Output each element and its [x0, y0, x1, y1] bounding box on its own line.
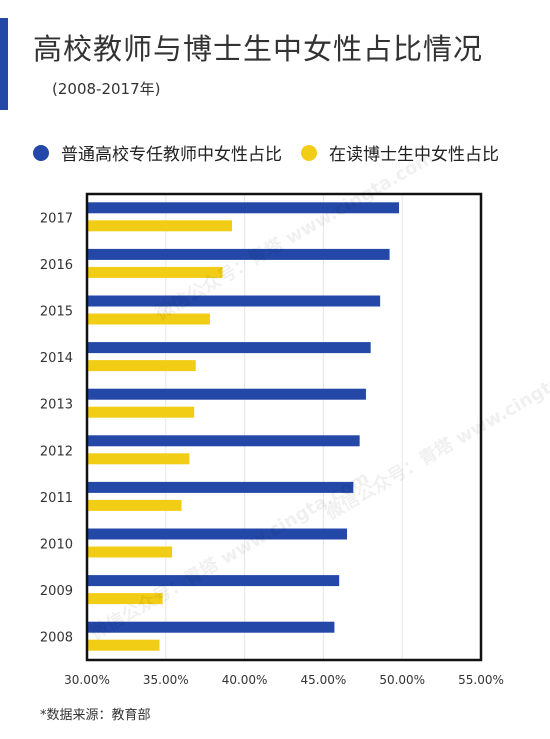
bar-series-1	[87, 342, 371, 354]
y-tick-label: 2014	[40, 351, 73, 366]
bar-series-2	[87, 453, 190, 465]
legend-dot-series-1	[33, 144, 49, 161]
x-tick-label: 45.00%	[301, 673, 347, 687]
bar-series-1	[87, 435, 360, 447]
y-tick-label: 2012	[40, 444, 73, 459]
chart-title: 高校教师与博士生中女性占比情况	[33, 32, 484, 66]
chart-subtitle: (2008-2017年)	[52, 80, 161, 98]
bar-series-2	[87, 593, 163, 605]
y-tick-label: 2015	[40, 305, 73, 320]
bar-series-2	[87, 406, 195, 418]
x-tick-label: 30.00%	[64, 673, 110, 687]
legend-label-series-2: 在读博士生中女性占比	[329, 145, 499, 165]
bar-series-1	[87, 528, 348, 540]
bar-series-1	[87, 248, 390, 260]
legend-dot-series-2	[301, 144, 317, 161]
bar-series-1	[87, 202, 400, 214]
plot-frame	[85, 192, 483, 662]
legend: 普通高校专任教师中女性占比 在读博士生中女性占比	[0, 140, 550, 166]
bar-series-1	[87, 295, 381, 307]
bar-series-2	[87, 360, 196, 372]
y-tick-label: 2013	[40, 398, 73, 413]
bar-series-2	[87, 313, 210, 325]
y-tick-label: 2009	[40, 584, 73, 599]
x-tick-label: 40.00%	[222, 673, 268, 687]
x-tick-label: 55.00%	[458, 673, 504, 687]
bar-series-1	[87, 575, 340, 587]
source-footnote: *数据来源：教育部	[40, 708, 151, 723]
y-tick-label: 2010	[40, 538, 73, 553]
y-tick-label: 2008	[40, 631, 73, 646]
bar-series-1	[87, 388, 366, 400]
legend-label-series-1: 普通高校专任教师中女性占比	[61, 145, 282, 165]
bar-series-1	[87, 621, 335, 633]
bar-series-2	[87, 639, 160, 651]
y-tick-label: 2016	[40, 258, 73, 273]
bar-series-2	[87, 499, 182, 511]
x-tick-label: 50.00%	[379, 673, 425, 687]
bar-series-1	[87, 481, 354, 493]
legend-item-series-2: 在读博士生中女性占比	[301, 140, 499, 165]
bar-series-2	[87, 546, 173, 558]
title-accent-bar	[0, 18, 8, 110]
x-tick-label: 35.00%	[143, 673, 189, 687]
bar-series-2	[87, 266, 223, 278]
y-tick-label: 2017	[40, 211, 73, 226]
bar-series-2	[87, 220, 232, 232]
y-tick-label: 2011	[40, 491, 73, 506]
legend-item-series-1: 普通高校专任教师中女性占比	[33, 140, 282, 165]
